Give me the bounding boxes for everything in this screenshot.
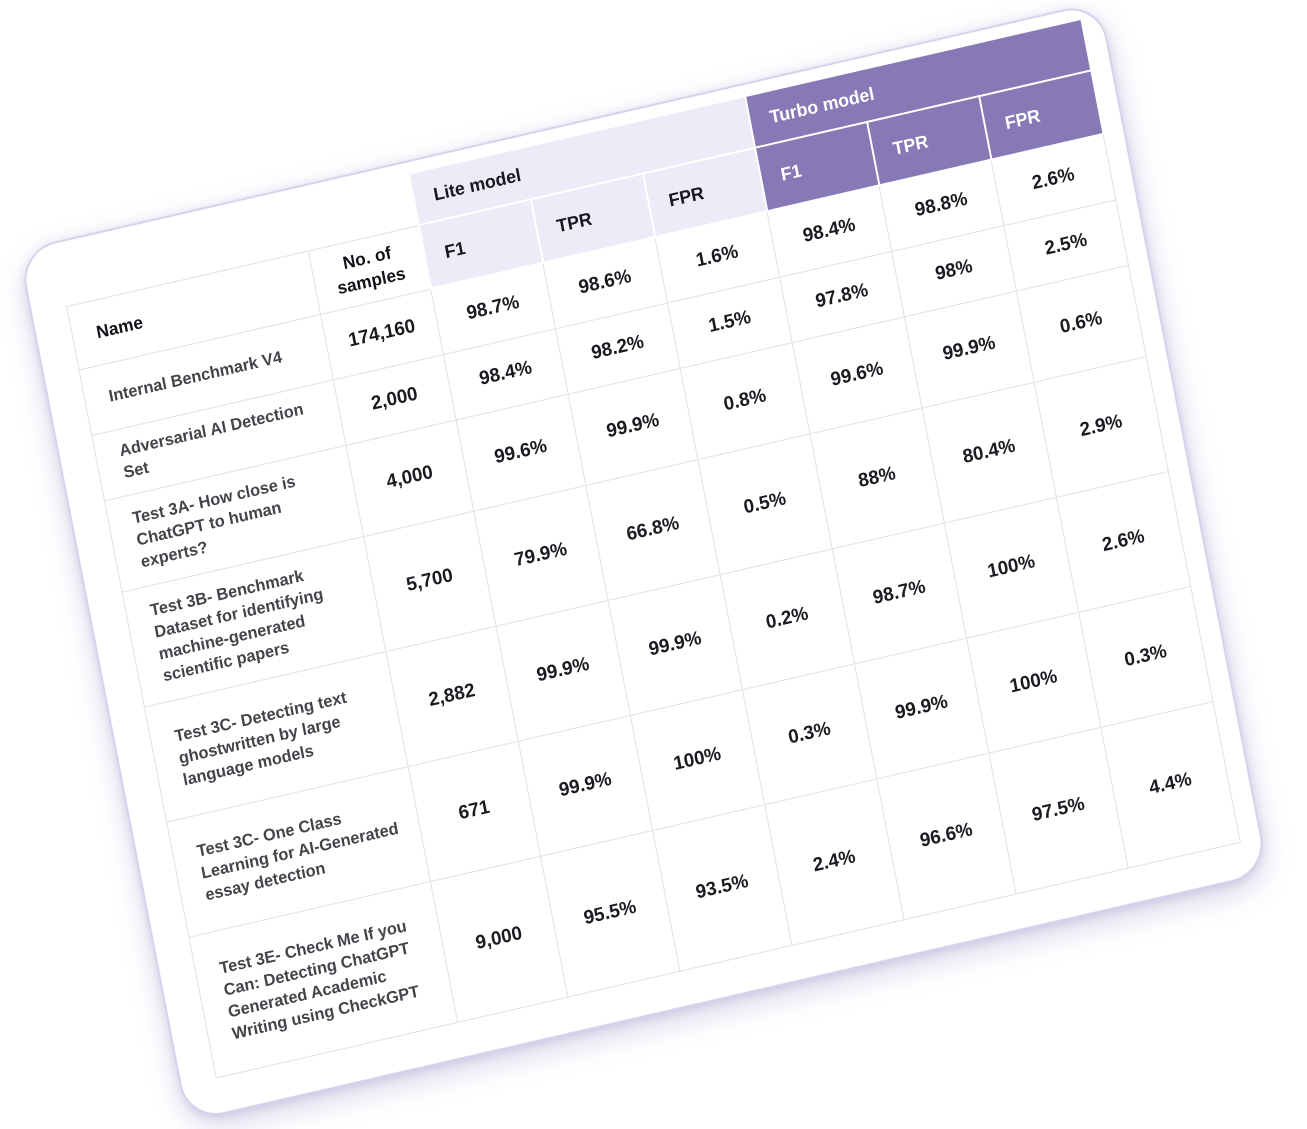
benchmark-table-card: Lite model Turbo model Name No. of sampl… (18, 1, 1269, 1123)
benchmark-table: Lite model Turbo model Name No. of sampl… (56, 18, 1241, 1078)
